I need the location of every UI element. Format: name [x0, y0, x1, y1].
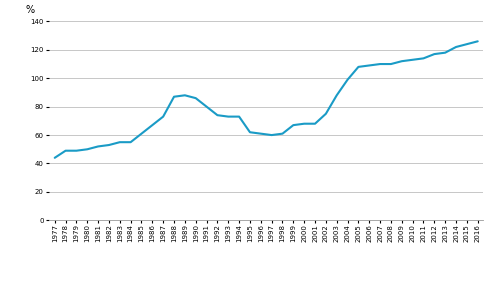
Text: %: % [26, 6, 35, 15]
